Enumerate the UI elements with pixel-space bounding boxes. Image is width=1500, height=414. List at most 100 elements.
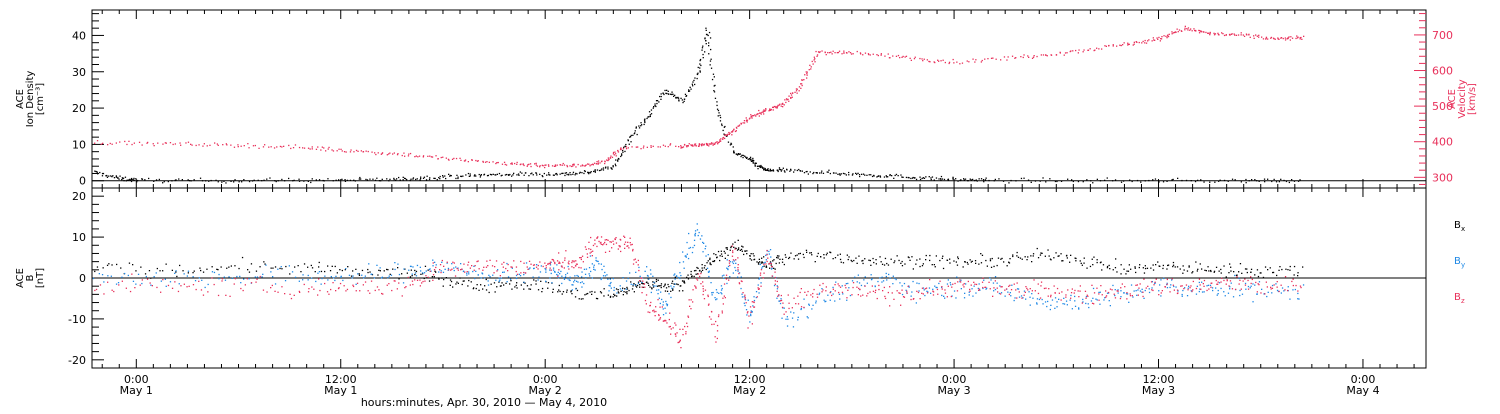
- data-point-By: [854, 276, 856, 278]
- data-point-By: [545, 269, 547, 271]
- data-point-velocity: [1296, 35, 1298, 37]
- data-point-density: [141, 178, 143, 180]
- data-point-By: [506, 281, 508, 283]
- data-point-velocity: [276, 146, 278, 148]
- data-point-By: [1166, 282, 1168, 284]
- data-point-Bx: [773, 259, 775, 261]
- data-point-Bx: [737, 248, 740, 250]
- data-point-density: [789, 170, 791, 172]
- data-point-By: [371, 273, 373, 275]
- data-point-Bz: [676, 332, 678, 334]
- data-point-Bz: [822, 289, 824, 291]
- data-point-Bx: [618, 292, 620, 294]
- data-point-velocity: [790, 92, 792, 95]
- data-point-velocity: [1282, 37, 1284, 40]
- data-point-By: [201, 279, 203, 281]
- data-point-By: [518, 273, 520, 275]
- data-point-By: [532, 276, 534, 278]
- data-point-Bx: [515, 284, 517, 287]
- data-point-Bx: [893, 261, 895, 264]
- data-point-density: [652, 107, 654, 109]
- data-point-velocity: [1248, 34, 1250, 36]
- data-point-density: [456, 174, 458, 176]
- data-point-By: [1031, 293, 1033, 295]
- data-point-Bx: [1062, 260, 1064, 262]
- data-point-Bx: [652, 284, 654, 286]
- data-point-density: [910, 177, 912, 180]
- data-point-velocity: [867, 53, 870, 55]
- data-point-Bx: [1276, 274, 1278, 277]
- data-point-Bx: [971, 260, 973, 262]
- data-point-velocity: [868, 53, 870, 56]
- data-point-By: [475, 270, 477, 272]
- data-point-density: [125, 180, 127, 182]
- data-point-velocity: [805, 71, 807, 73]
- data-point-Bz: [1192, 289, 1194, 291]
- data-point-Bz: [867, 292, 869, 295]
- data-point-By: [484, 277, 486, 279]
- data-point-Bz: [776, 290, 778, 292]
- data-point-Bz: [299, 291, 301, 293]
- data-point-Bz: [464, 271, 466, 273]
- data-point-Bx: [1030, 255, 1032, 257]
- data-point-Bx: [377, 274, 379, 276]
- data-point-Bx: [862, 259, 864, 262]
- data-point-Bx: [1093, 256, 1095, 258]
- data-point-velocity: [722, 137, 724, 139]
- data-point-By: [1196, 285, 1198, 287]
- data-point-By: [983, 279, 985, 281]
- data-point-By: [621, 289, 623, 291]
- data-point-By: [398, 273, 401, 276]
- data-point-By: [498, 277, 500, 279]
- data-point-Bx: [1289, 269, 1291, 271]
- data-point-By: [1088, 306, 1090, 309]
- data-point-By: [554, 271, 556, 273]
- data-point-By: [1090, 300, 1093, 302]
- data-point-velocity: [174, 143, 176, 145]
- data-point-velocity: [1165, 35, 1167, 37]
- data-point-By: [1144, 289, 1146, 292]
- data-point-Bx: [289, 273, 291, 275]
- data-point-Bx: [1144, 265, 1146, 267]
- data-point-density: [284, 180, 286, 182]
- data-point-By: [1160, 279, 1162, 281]
- data-point-Bz: [542, 265, 544, 268]
- data-point-Bx: [980, 262, 983, 264]
- data-point-density: [1060, 180, 1063, 182]
- data-point-density: [1144, 180, 1146, 182]
- data-point-By: [544, 268, 546, 270]
- data-point-Bz: [1181, 285, 1183, 287]
- data-point-velocity: [1138, 41, 1140, 44]
- data-point-Bx: [1041, 252, 1043, 254]
- data-point-velocity: [1273, 38, 1275, 40]
- data-point-Bz: [281, 286, 283, 288]
- data-point-Bx: [760, 262, 762, 264]
- data-point-Bz: [852, 286, 854, 289]
- data-point-density: [624, 150, 626, 153]
- data-point-Bz: [394, 280, 396, 282]
- data-point-By: [737, 270, 739, 272]
- data-point-By: [1010, 295, 1012, 297]
- data-point-Bx: [171, 269, 173, 271]
- data-point-Bz: [533, 264, 536, 266]
- data-point-density: [654, 105, 656, 107]
- data-point-velocity: [692, 145, 694, 147]
- bottom-left-tick-label: 20: [72, 190, 86, 203]
- data-point-By: [860, 284, 863, 287]
- data-point-Bx: [690, 273, 692, 275]
- data-point-By: [472, 270, 474, 273]
- data-point-Bz: [952, 283, 954, 285]
- data-point-Bz: [1143, 278, 1145, 280]
- data-point-Bx: [657, 279, 659, 281]
- data-point-velocity: [934, 61, 936, 64]
- data-point-density: [512, 174, 514, 176]
- data-point-Bx: [1204, 269, 1206, 271]
- data-point-density: [912, 176, 914, 179]
- data-point-velocity: [1167, 35, 1170, 38]
- data-point-velocity: [1045, 54, 1047, 56]
- data-point-velocity: [745, 117, 747, 119]
- data-point-Bz: [910, 298, 912, 301]
- data-point-velocity: [1145, 42, 1148, 44]
- data-point-Bz: [556, 260, 559, 262]
- data-point-Bz: [1087, 295, 1089, 297]
